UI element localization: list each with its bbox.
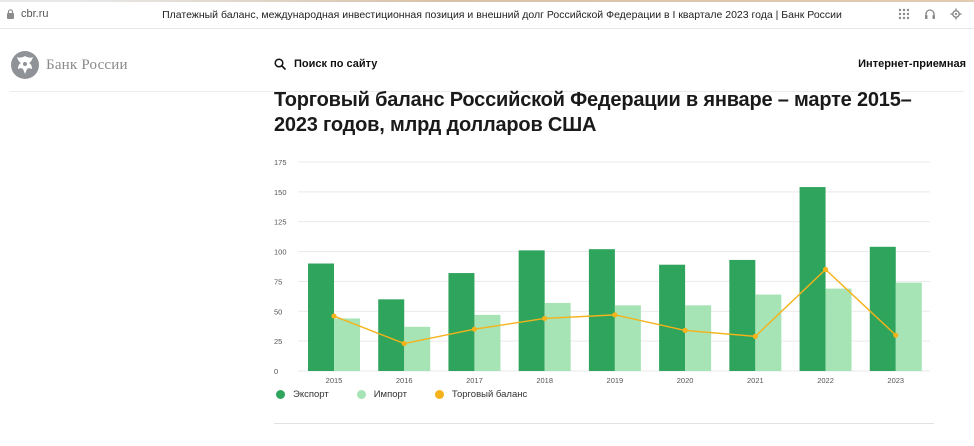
bar-import-2015 xyxy=(334,318,360,371)
bar-export-2022 xyxy=(799,187,826,371)
balance-point-2021 xyxy=(752,333,758,339)
balance-point-2015 xyxy=(331,313,337,319)
x-tick-label-2020: 2020 xyxy=(677,376,694,385)
x-tick-label-2021: 2021 xyxy=(747,376,764,385)
legend-label-export: Экспорт xyxy=(293,389,329,400)
bar-export-2018 xyxy=(518,250,545,371)
legend-dot-balance xyxy=(434,390,444,399)
x-tick-label-2022: 2022 xyxy=(817,376,834,385)
x-tick-label-2015: 2015 xyxy=(326,376,343,385)
bar-import-2023 xyxy=(895,282,922,371)
address-url[interactable]: cbr.ru xyxy=(6,8,49,20)
legend-label-import: Импорт xyxy=(373,389,407,400)
balance-point-2017 xyxy=(471,326,478,332)
header-divider xyxy=(10,91,964,92)
bar-export-2019 xyxy=(588,249,615,371)
site-header: Банк России Поиск по сайту Интернет-прие… xyxy=(0,28,974,92)
legend-dot-export xyxy=(276,390,285,399)
chart-svg: 0 25 50 75 100 125 150 175 2015 2016 2017 2018 2019 2… xyxy=(274,158,930,385)
bar-export-2023 xyxy=(869,246,896,371)
x-tick-label-2018: 2018 xyxy=(536,376,553,385)
balance-point-2019 xyxy=(612,312,618,318)
x-tick-label-2023: 2023 xyxy=(887,376,904,385)
logo-text: Банк России xyxy=(46,56,128,73)
balance-point-2016 xyxy=(401,340,407,347)
y-tick-label-50: 50 xyxy=(274,307,282,316)
tab-title: Платежный баланс, международная инвестиц… xyxy=(162,9,842,21)
bar-import-2020 xyxy=(685,305,712,371)
browser-top-strip xyxy=(0,0,974,2)
bar-import-2016 xyxy=(404,326,431,371)
search-button[interactable]: Поиск по сайту xyxy=(274,58,377,70)
logo[interactable]: Банк России xyxy=(10,50,128,80)
legend-item-import[interactable]: Импорт xyxy=(356,389,407,400)
bar-export-2020 xyxy=(659,264,686,371)
bar-import-2017 xyxy=(474,314,501,371)
lock-icon xyxy=(7,9,14,19)
balance-point-2018 xyxy=(542,315,548,322)
content-bottom-divider xyxy=(274,423,934,424)
trade-balance-chart: 0 25 50 75 100 125 150 175 2015 2016 2017 2018 2019 2… xyxy=(274,152,938,414)
chart-title: Торговый баланс Российской Федерации в я… xyxy=(274,89,912,136)
search-icon xyxy=(274,58,286,70)
legend-item-export[interactable]: Экспорт xyxy=(276,389,329,400)
legend-label-balance: Торговый баланс xyxy=(451,389,528,400)
bar-export-2015 xyxy=(308,263,334,371)
bar-import-2022 xyxy=(825,288,852,371)
y-tick-label-0: 0 xyxy=(274,367,278,376)
x-tick-label-2019: 2019 xyxy=(607,376,624,385)
y-tick-label-175: 175 xyxy=(274,158,287,167)
url-text: cbr.ru xyxy=(21,8,49,20)
y-tick-label-150: 150 xyxy=(274,188,287,197)
headphones-icon[interactable] xyxy=(924,8,936,20)
bank-emblem-icon xyxy=(11,51,39,79)
grid-icon[interactable] xyxy=(898,8,910,20)
bar-import-2018 xyxy=(544,302,571,371)
browser-address-bar[interactable]: cbr.ru Платежный баланс, международная и… xyxy=(0,2,974,29)
internet-reception-link[interactable]: Интернет-приемная xyxy=(858,58,966,70)
balance-point-2020 xyxy=(682,327,688,333)
legend-dot-import xyxy=(356,390,366,399)
x-tick-label-2017: 2017 xyxy=(466,376,483,385)
y-tick-label-25: 25 xyxy=(274,337,282,346)
chart-legend: Экспорт Импорт Торговый баланс xyxy=(276,389,555,400)
legend-item-balance[interactable]: Торговый баланс xyxy=(434,389,528,400)
x-tick-label-2016: 2016 xyxy=(396,376,413,385)
y-tick-label-75: 75 xyxy=(274,277,282,286)
search-label: Поиск по сайту xyxy=(294,58,378,70)
y-tick-label-125: 125 xyxy=(274,218,287,227)
bar-export-2017 xyxy=(448,273,475,371)
balance-point-2023 xyxy=(893,332,899,338)
balance-point-2022 xyxy=(822,266,829,273)
bar-export-2021 xyxy=(729,259,756,371)
settings-icon[interactable] xyxy=(950,8,962,20)
y-tick-label-100: 100 xyxy=(274,248,287,257)
